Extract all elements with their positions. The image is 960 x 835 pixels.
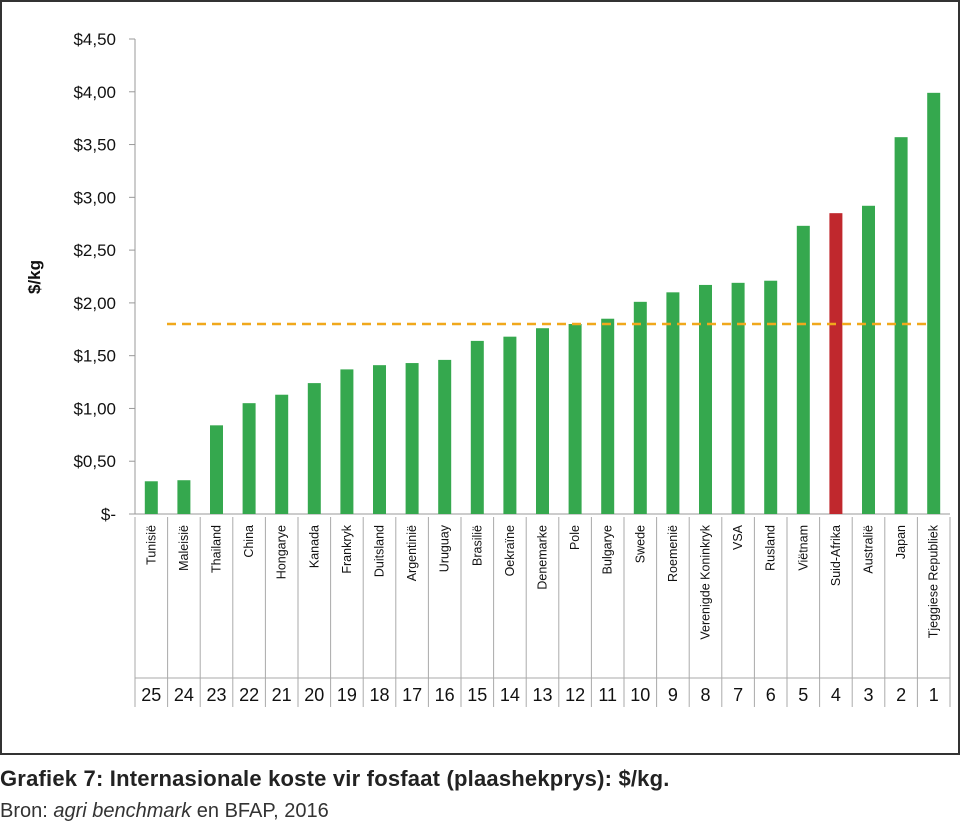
bar [242,403,256,514]
category-label: Roemenië [666,525,680,582]
bar [731,282,745,514]
bar [340,369,354,514]
category-label: Maleisië [177,525,191,571]
category-label: Australië [862,525,876,574]
bar [633,301,647,514]
y-tick-label: $3,00 [73,188,116,207]
rank-label: 12 [565,685,585,705]
category-label: Viëtnam [796,525,810,571]
y-tick-label: $4,00 [73,83,116,102]
y-tick-label: $0,50 [73,452,116,471]
x-axis-ranks: 25 24 23 22 21 20 19 18 17 16 15 14 13 12 11 10 9 8 7 6 5 4 3 2… [135,677,950,705]
bar [699,284,712,514]
bar [503,336,517,514]
y-tick-label: $- [101,505,116,524]
rank-label: 7 [733,685,743,705]
rank-label: 10 [630,685,650,705]
bar-chart: $- $0,50 $1,00 $1,50 $2,00 $2,50 $3,00 $3,50 $4,… [25,30,951,707]
category-label: Brasilië [470,525,484,566]
rank-label: 21 [272,685,292,705]
rank-label: 19 [337,685,357,705]
category-label: Thailand [210,525,224,573]
figure-source: Bron: agri benchmark en BFAP, 2016 [0,800,329,823]
rank-label: 11 [598,685,617,705]
source-prefix: Bron: [0,800,54,822]
rank-label: 5 [798,685,808,705]
category-label: Bulgarye [601,525,615,574]
rank-label: 14 [500,685,520,705]
category-label: Oekraïne [503,525,517,576]
rank-label: 23 [206,685,226,705]
bar [927,92,941,514]
bar [470,340,484,514]
figure-caption: Grafiek 7: Internasionale koste vir fosf… [0,766,670,791]
bar [210,425,223,514]
y-tick-label: $3,50 [73,136,116,155]
category-label: Duitsland [373,525,387,577]
bar [764,280,778,514]
rank-label: 6 [766,685,776,705]
rank-label: 8 [700,685,710,705]
bar [177,480,191,514]
bar [666,292,680,514]
category-label: China [242,525,256,558]
rank-label: 18 [369,685,389,705]
rank-label: 9 [668,685,678,705]
y-axis: $- $0,50 $1,00 $1,50 $2,00 $2,50 $3,00 $3,50 $4,… [73,30,950,524]
y-tick-label: $2,00 [73,294,116,313]
bar-highlight [829,213,843,515]
source-italic: agri benchmark [53,800,192,822]
category-label: Denemarke [536,525,550,590]
bar [373,365,386,514]
bar [601,318,615,514]
category-label: Swede [633,525,647,563]
bar [275,394,289,514]
bar [862,205,875,514]
bar [568,324,582,514]
bar [796,225,810,514]
category-label: Frankryk [340,524,354,573]
category-label: Kanada [307,525,321,568]
category-label: Suid-Afrika [829,525,843,586]
rank-label: 17 [402,685,422,705]
rank-label: 24 [174,685,194,705]
chart-frame: $- $0,50 $1,00 $1,50 $2,00 $2,50 $3,00 $3,50 $4,… [0,0,960,755]
category-label: Pole [568,525,582,550]
category-label: Verenigde Koninkryk [699,524,713,639]
bar [894,137,908,515]
rank-label: 13 [532,685,552,705]
bars [144,92,941,515]
category-label: Argentinië [405,525,419,581]
category-label: Uruguay [438,524,452,572]
category-label: Tjeggiese Republiek [927,524,941,638]
rank-label: 15 [467,685,487,705]
y-tick-label: $1,50 [73,347,116,366]
category-label: VSA [731,524,745,550]
category-label: Rusland [764,525,778,571]
rank-label: 20 [304,685,324,705]
y-tick-label: $1,00 [73,399,116,418]
bar [307,383,321,514]
source-suffix: en BFAP, 2016 [191,800,329,822]
rank-label: 25 [141,685,161,705]
y-tick-label: $2,50 [73,241,116,260]
y-axis-title: $/kg [25,260,44,294]
bar [438,359,452,514]
bar [536,328,549,514]
bar [144,481,158,514]
y-tick-label: $4,50 [73,30,116,49]
rank-label: 16 [435,685,455,705]
bar [405,363,419,514]
rank-label: 3 [863,685,873,705]
rank-label: 2 [896,685,906,705]
category-label: Hongarye [275,525,289,579]
rank-label: 4 [831,685,841,705]
x-axis-categories: Tunisië Maleisië Thailand China Hongarye Kana… [134,517,951,707]
rank-label: 22 [239,685,259,705]
category-label: Tunisië [144,525,158,565]
category-label: Japan [894,525,908,559]
rank-label: 1 [929,685,939,705]
